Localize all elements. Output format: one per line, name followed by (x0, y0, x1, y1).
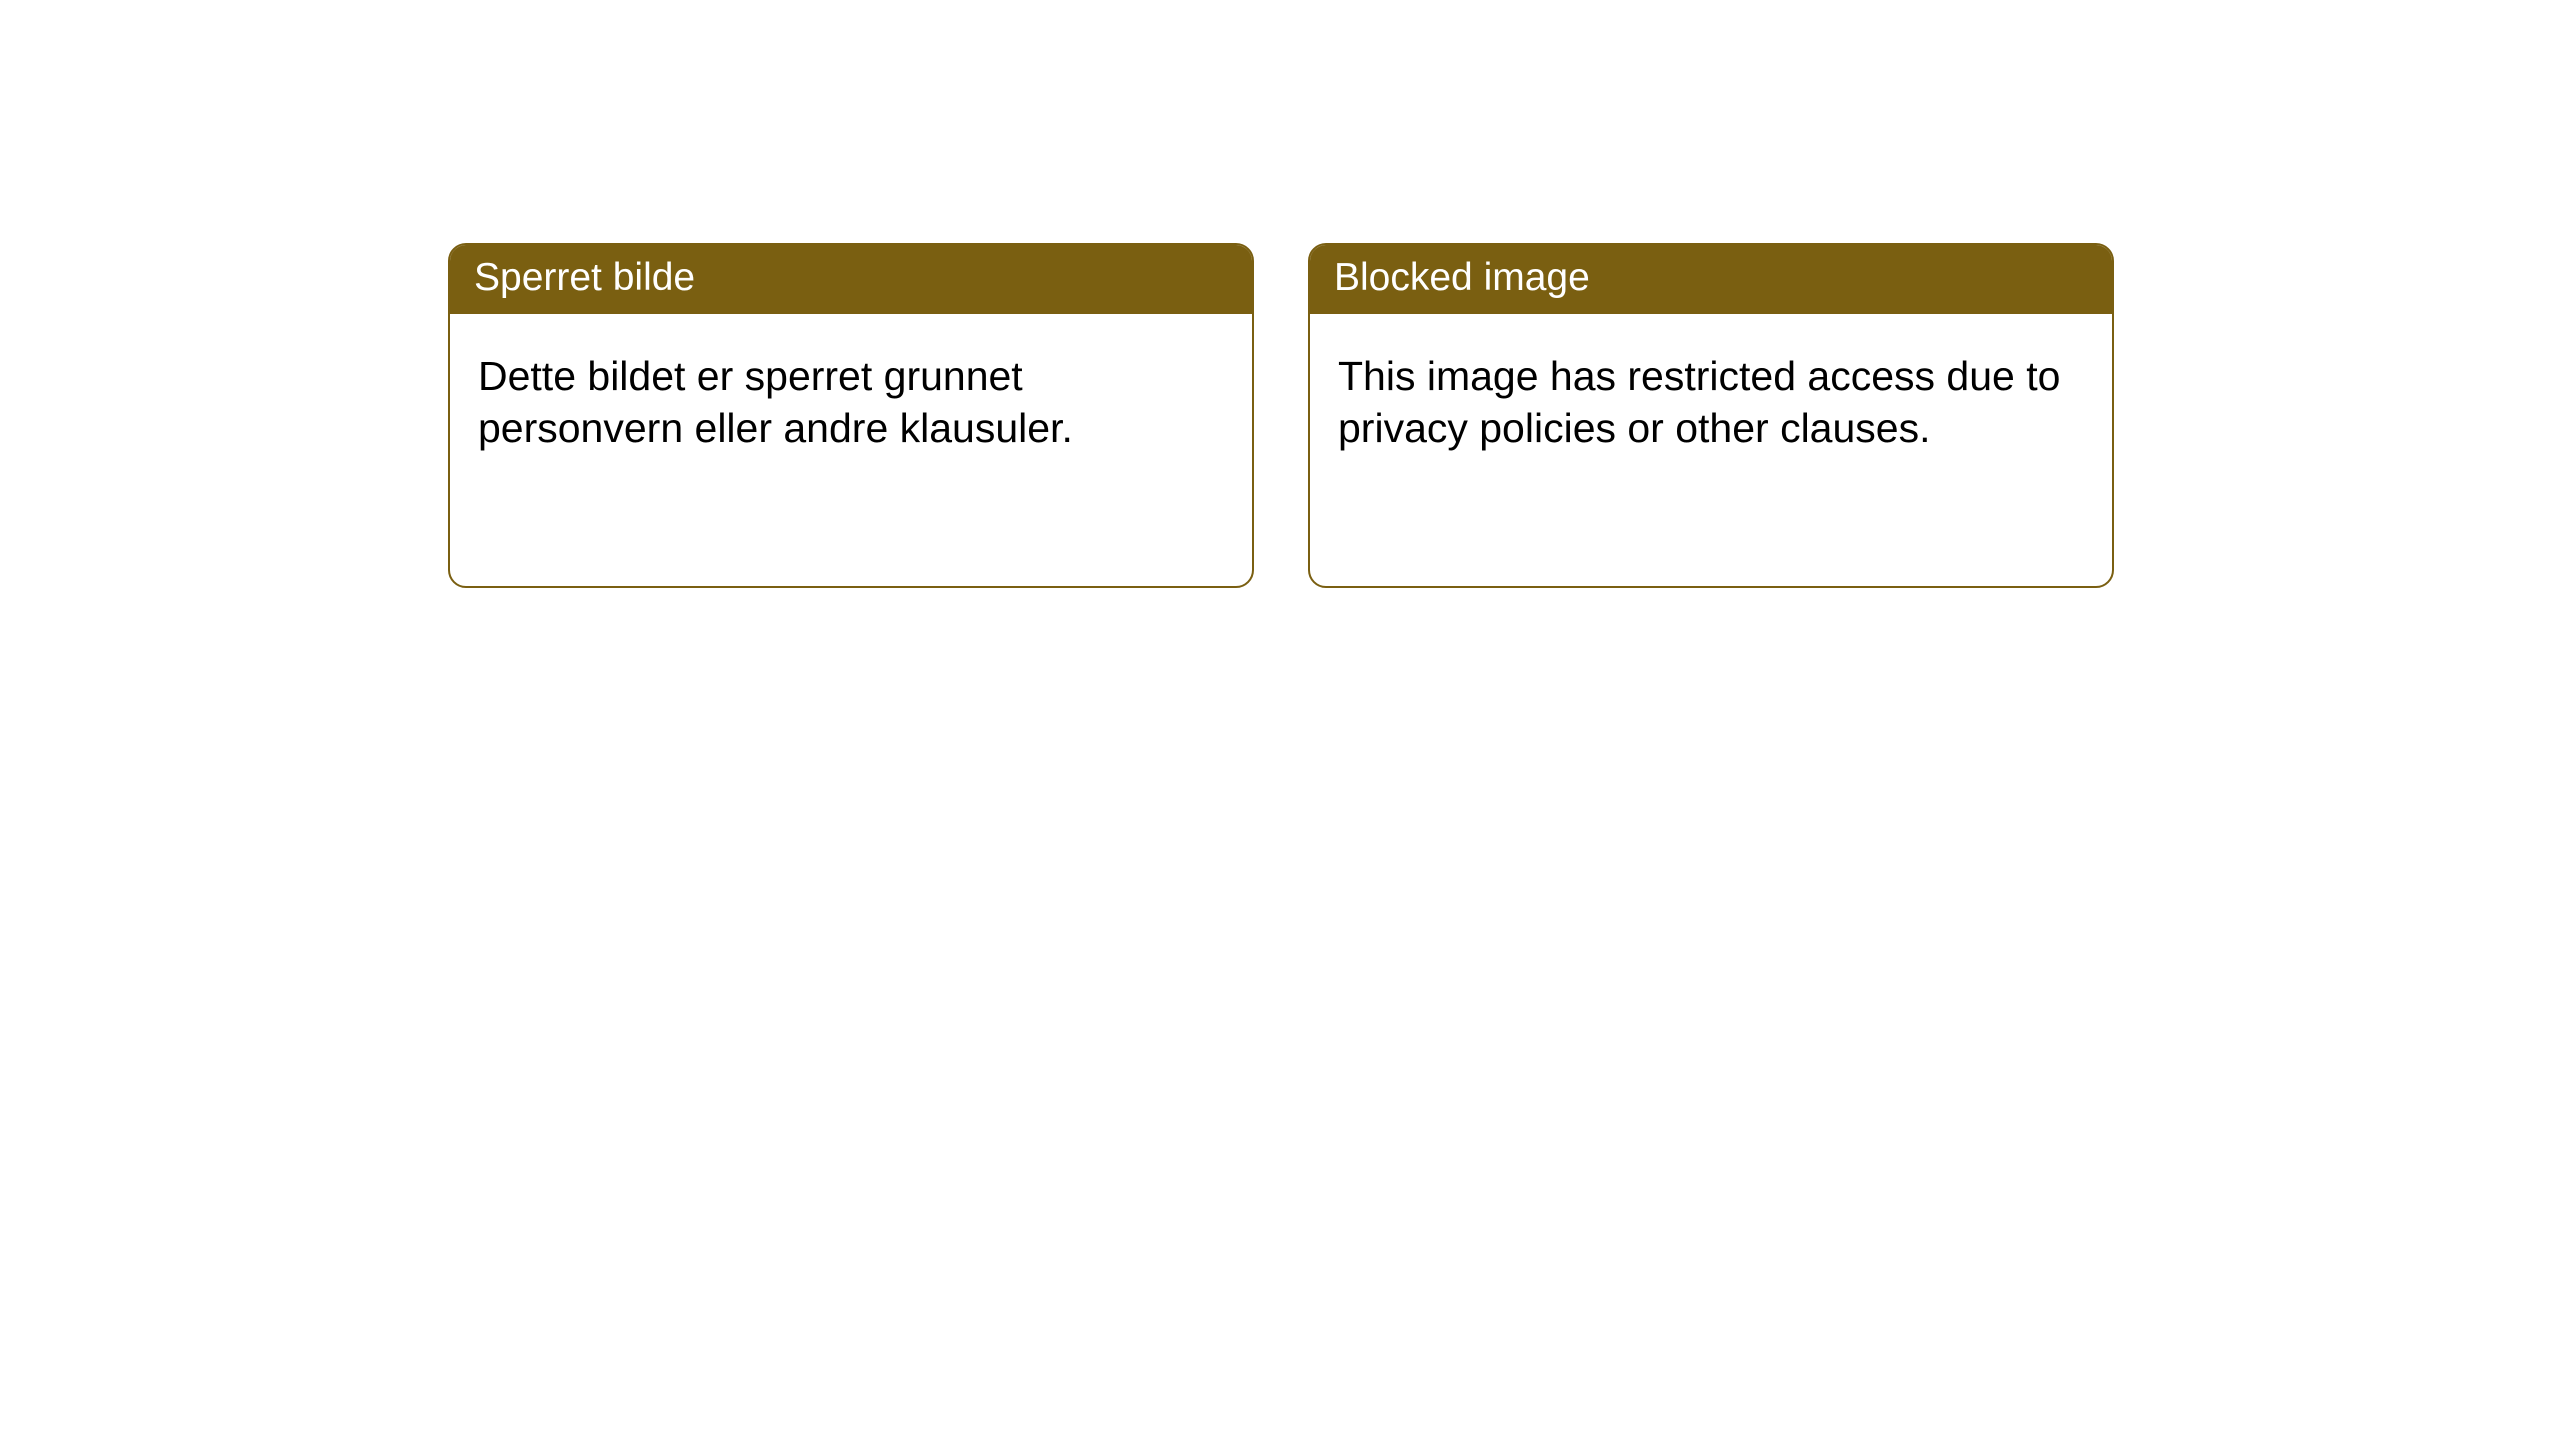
notice-card-title: Sperret bilde (450, 245, 1252, 314)
notice-card-body: This image has restricted access due to … (1310, 314, 2112, 586)
notice-card-title: Blocked image (1310, 245, 2112, 314)
notice-container: Sperret bilde Dette bildet er sperret gr… (0, 0, 2560, 588)
notice-card-english: Blocked image This image has restricted … (1308, 243, 2114, 588)
notice-card-body: Dette bildet er sperret grunnet personve… (450, 314, 1252, 586)
notice-card-norwegian: Sperret bilde Dette bildet er sperret gr… (448, 243, 1254, 588)
